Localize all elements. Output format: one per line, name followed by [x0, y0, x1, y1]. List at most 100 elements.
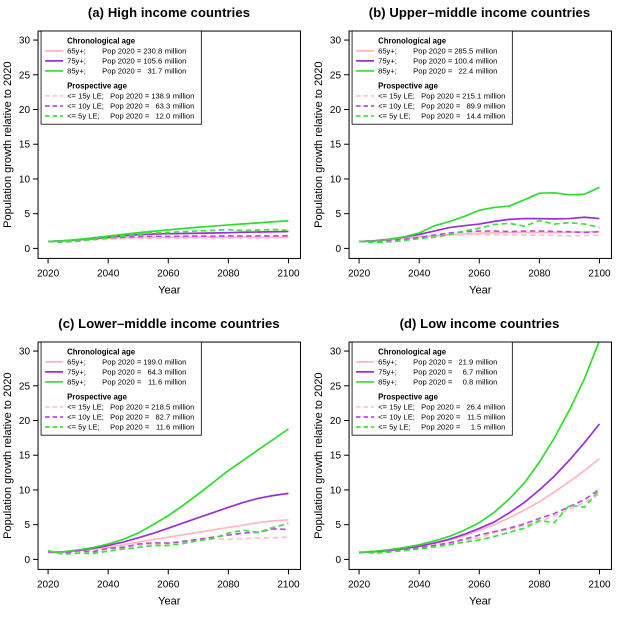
series-line-chronological-85y — [48, 220, 289, 243]
legend-entry-label: <= 10y LE; — [67, 412, 104, 421]
y-tick-label: 25 — [19, 381, 31, 392]
series-line-prospective-5yle — [48, 228, 289, 243]
y-tick-label: 0 — [335, 554, 341, 565]
legend-entry-pop: Pop 2020 = 63.3 million — [110, 102, 194, 111]
legend-entry-pop: Pop 2020 = 100.4 million — [413, 57, 497, 66]
x-tick-label: 2060 — [468, 579, 491, 590]
series-line-prospective-10yle — [358, 230, 600, 243]
x-tick-label: 2100 — [277, 579, 300, 590]
x-tick-label: 2080 — [217, 579, 240, 590]
panel-a-chart-canvas: 0 5 10 15 20 25 30 2020 2040 2060 2080 2100 Year Popu… — [2, 30, 301, 296]
y-tick-label: 15 — [19, 140, 31, 151]
panel-b-title: (b) Upper–middle income countries — [368, 5, 591, 20]
legend-entry-pop: Pop 2020 = 105.6 million — [102, 57, 186, 66]
legend-group-title: Chronological age — [378, 37, 447, 46]
y-tick-label: 5 — [24, 209, 30, 220]
y-tick-label: 5 — [24, 520, 30, 531]
legend-group-title: Chronological age — [378, 347, 447, 356]
legend-group-title: Prospective age — [67, 82, 127, 91]
y-tick-label: 20 — [19, 105, 31, 116]
y-tick-label: 30 — [19, 36, 31, 47]
y-tick-label: 30 — [329, 346, 341, 357]
y-tick-label: 15 — [19, 450, 31, 461]
legend-entry-label: <= 15y LE; — [378, 402, 415, 411]
x-axis-label: Year — [158, 284, 181, 296]
legend-entry-pop: Pop 2020 = 138.9 million — [110, 92, 194, 101]
legend-entry-label: <= 5y LE; — [378, 422, 411, 431]
legend-entry-pop: Pop 2020 = 82.7 million — [110, 412, 194, 421]
y-axis-label: Population growth relative to 2020 — [2, 62, 14, 228]
legend-entry-pop: Pop 2020 = 0.8 million — [413, 377, 497, 386]
legend-group-title: Prospective age — [67, 392, 127, 401]
legend-entry-label: 75y+; — [378, 57, 397, 66]
legend-entry-pop: Pop 2020 = 11.6 million — [102, 377, 186, 386]
legend-entry-pop: Pop 2020 = 6.7 million — [413, 367, 497, 376]
x-axis-label: Year — [469, 284, 492, 296]
x-tick-label: 2020 — [37, 268, 60, 279]
series-group — [48, 220, 289, 244]
legend-entry-pop: Pop 2020 = 199.0 million — [102, 357, 186, 366]
legend-entry-pop: Pop 2020 = 14.4 million — [421, 112, 505, 121]
legend-box — [40, 341, 202, 436]
legend-group-title: Chronological age — [67, 347, 136, 356]
y-tick-label: 0 — [24, 554, 30, 565]
y-tick-label: 5 — [335, 520, 341, 531]
x-tick-label: 2020 — [37, 579, 60, 590]
legend-entry-label: <= 10y LE; — [378, 102, 415, 111]
y-tick-label: 20 — [19, 416, 31, 427]
x-tick-label: 2040 — [408, 579, 431, 590]
legend-entry-label: <= 15y LE; — [67, 92, 104, 101]
legend-entry-pop: Pop 2020 = 22.4 million — [413, 67, 497, 76]
panel-d-chart-canvas: 0 5 10 15 20 25 30 2020 2040 2060 2080 2100 Year Popu… — [313, 341, 612, 607]
y-axis-label: Population growth relative to 2020 — [2, 372, 14, 538]
legend-group-title: Chronological age — [67, 37, 136, 46]
legend-entry-label: 85y+; — [67, 67, 86, 76]
legend-entry-pop: Pop 2020 = 1.5 million — [421, 422, 505, 431]
series-line-prospective-5yle — [47, 521, 289, 555]
panel-c-title: (c) Lower–middle income countries — [58, 315, 280, 331]
x-tick-label: 2060 — [468, 268, 491, 279]
legend-group-title: Prospective age — [378, 392, 438, 401]
panel-d: (d) Low income countries 0 5 10 15 20 25 30 202… — [311, 311, 621, 621]
legend-entry-label: 65y+; — [378, 47, 397, 56]
series-line-prospective-10yle — [358, 488, 600, 553]
x-tick-label: 2100 — [588, 579, 611, 590]
panel-d-title: (d) Low income countries — [399, 315, 560, 331]
series-line-prospective-5yle — [358, 219, 600, 244]
legend-box — [40, 30, 202, 125]
y-tick-label: 25 — [329, 70, 341, 81]
panel-c-chart-canvas: 0 5 10 15 20 25 30 2020 2040 2060 2080 2100 Year Popu… — [2, 341, 301, 607]
legend-entry-pop: Pop 2020 = 12.0 million — [110, 112, 194, 121]
legend-entry-label: <= 15y LE; — [67, 402, 104, 411]
legend-entry-pop: Pop 2020 = 218.5 million — [110, 402, 194, 411]
legend-box — [351, 341, 513, 436]
legend-entry-label: <= 5y LE; — [67, 422, 100, 431]
panel-c: (c) Lower–middle income countries 0 5 10 15… — [0, 311, 311, 621]
legend-entry-label: <= 10y LE; — [378, 412, 415, 421]
legend-entry-label: <= 5y LE; — [67, 112, 100, 121]
legend-entry-pop: Pop 2020 = 89.9 million — [421, 102, 505, 111]
x-tick-label: 2020 — [347, 579, 370, 590]
legend-entry-label: 85y+; — [378, 67, 397, 76]
y-tick-label: 25 — [329, 381, 341, 392]
y-tick-label: 25 — [19, 70, 31, 81]
x-axis-label: Year — [158, 595, 181, 607]
x-tick-label: 2040 — [97, 579, 120, 590]
legend-entry-label: 75y+; — [378, 367, 397, 376]
series-line-chronological-85y — [358, 186, 600, 243]
series-line-chronological-85y — [358, 342, 600, 553]
series-line-chronological-65y — [48, 518, 289, 553]
x-tick-label: 2040 — [97, 268, 120, 279]
panel-a: (a) High income countries 0 5 10 15 20 25 30 20… — [0, 0, 311, 311]
y-tick-label: 10 — [19, 174, 31, 185]
series-line-prospective-5yle — [358, 488, 600, 554]
x-tick-label: 2080 — [528, 268, 551, 279]
y-tick-label: 20 — [329, 416, 341, 427]
legend-entry-pop: Pop 2020 = 215.1 million — [421, 92, 505, 101]
x-tick-label: 2040 — [408, 268, 431, 279]
y-tick-label: 0 — [24, 244, 30, 255]
x-axis-label: Year — [469, 595, 492, 607]
y-tick-label: 10 — [329, 174, 341, 185]
y-tick-label: 15 — [329, 450, 341, 461]
